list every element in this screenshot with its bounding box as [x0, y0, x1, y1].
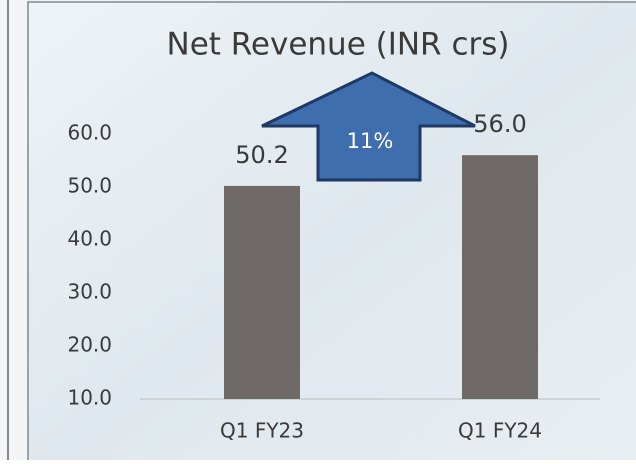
value-label: 56.0	[473, 110, 526, 138]
growth-label: 11%	[347, 129, 394, 153]
chart-title: Net Revenue (INR crs)	[167, 27, 510, 63]
frame	[27, 1, 636, 464]
y-tick-label: 10.0	[67, 386, 112, 410]
y-tick-label: 50.0	[67, 174, 112, 198]
y-tick-label: 60.0	[67, 121, 112, 145]
bar	[224, 185, 300, 399]
x-tick-label: Q1 FY24	[458, 419, 542, 443]
y-tick-label: 30.0	[67, 280, 112, 304]
x-tick-label: Q1 FY23	[220, 419, 304, 443]
y-tick-label: 20.0	[67, 333, 112, 357]
growth-arrow	[261, 71, 476, 182]
bar	[462, 155, 538, 399]
y-tick-label: 40.0	[67, 227, 112, 251]
value-label: 50.2	[235, 141, 288, 169]
